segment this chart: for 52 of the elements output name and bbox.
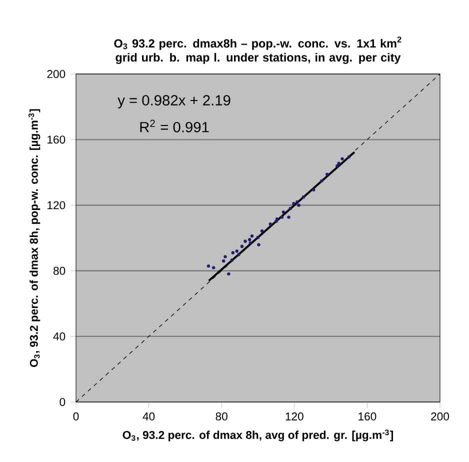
point xyxy=(248,241,252,245)
point xyxy=(292,202,296,206)
point xyxy=(237,252,240,256)
y-tick-label: 40 xyxy=(53,332,66,340)
x-tick-label: 40 xyxy=(142,412,155,420)
point xyxy=(280,216,284,219)
point xyxy=(248,238,252,242)
point xyxy=(296,200,299,204)
point xyxy=(222,259,226,263)
point xyxy=(297,204,300,207)
point xyxy=(227,272,230,276)
point xyxy=(212,266,216,270)
point xyxy=(282,210,286,214)
point xyxy=(206,264,210,268)
y-tick-label: 200 xyxy=(47,70,66,78)
point xyxy=(302,195,306,199)
annotation: R$^{2}$ = 0.991 xyxy=(140,120,209,132)
x-tick-label: 200 xyxy=(431,412,449,420)
point xyxy=(244,240,247,243)
point xyxy=(312,188,316,192)
point xyxy=(337,162,340,165)
chart-title: O$_{3}$ 93.2 perc. dmax8h – pop.-w. conc. vs. 1x1 km$^{2}$ grid urb. b. map l. under stations, in avg. per city xyxy=(114,36,402,64)
point xyxy=(250,234,254,238)
point xyxy=(231,251,234,254)
x-tick-label: 120 xyxy=(286,412,304,420)
x-tick-label: 160 xyxy=(358,412,376,420)
point xyxy=(257,243,260,246)
point xyxy=(256,236,260,239)
point xyxy=(240,244,244,248)
x-tick-label: 0 xyxy=(73,412,79,420)
y-tick-label: 120 xyxy=(48,201,66,210)
point xyxy=(230,258,234,262)
x-axis-title: O$_{3}$, 93.2 perc. of dmax 8h, avg of pred. gr. [µg.m$^{-3}$] xyxy=(122,430,393,442)
point xyxy=(336,164,339,168)
x-tick-label: 80 xyxy=(216,412,228,420)
point xyxy=(235,250,238,253)
point xyxy=(347,155,351,158)
y-tick-label: 160 xyxy=(48,136,66,144)
point xyxy=(320,179,324,183)
y-tick-label: 80 xyxy=(53,266,66,275)
y-axis-title: O$_{3}$, 93.2 perc. of dmax 8h, pop-w. conc. [µg.m$^{-3}$] xyxy=(28,109,40,367)
point xyxy=(260,229,264,233)
y-tick-label: 0 xyxy=(60,398,66,406)
point xyxy=(224,255,227,258)
point xyxy=(288,206,292,210)
point xyxy=(326,172,329,176)
point xyxy=(274,220,278,223)
annotation: y = 0.982x + 2.19 xyxy=(118,95,230,108)
point xyxy=(340,157,344,160)
point xyxy=(268,222,272,226)
point xyxy=(287,216,290,219)
point xyxy=(276,217,279,221)
